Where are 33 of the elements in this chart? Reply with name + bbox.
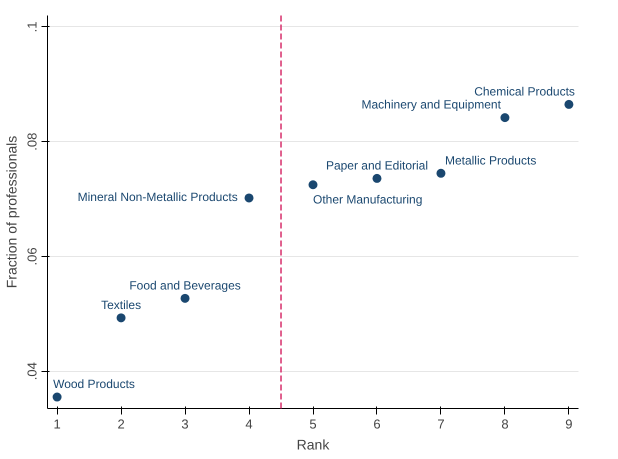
annotation: Mineral Non-Metallic Products — [78, 190, 238, 204]
point — [500, 113, 510, 122]
x-axis-title: Rank — [296, 436, 330, 452]
y-tick-label: .04 — [24, 362, 40, 380]
point — [308, 180, 318, 190]
annotation: Wood Products — [53, 377, 135, 392]
x-tick-label: 6 — [373, 416, 381, 432]
y-tick-label: .1 — [24, 22, 40, 32]
point — [180, 294, 190, 303]
point — [52, 392, 62, 402]
y-tick-label: .06 — [24, 247, 40, 266]
annotation: Food and Beverages — [129, 278, 241, 292]
point — [372, 174, 382, 183]
x-tick-label: 4 — [245, 416, 253, 432]
annotation: Metallic Products — [444, 153, 536, 168]
x-tick-label: 5 — [309, 416, 317, 432]
x-tick-label: 1 — [53, 416, 61, 432]
point — [436, 168, 446, 178]
y-tick-label: .08 — [24, 132, 40, 151]
annotation: Textiles — [101, 298, 142, 312]
x-tick-label: 8 — [501, 416, 509, 432]
x-tick-label: 9 — [565, 416, 573, 432]
point — [244, 193, 254, 202]
y-axis-title: Fraction of professionals — [4, 136, 20, 288]
annotation: Machinery and Equipment — [362, 98, 502, 112]
annotation: Paper and Editorial — [326, 158, 428, 172]
point — [116, 313, 126, 322]
x-tick-label: 2 — [117, 416, 125, 432]
x-tick-label: 7 — [437, 416, 445, 432]
point — [564, 100, 574, 109]
x-tick-label: 3 — [181, 416, 189, 432]
annotation: Other Manufacturing — [313, 192, 422, 207]
annotation: Chemical Products — [474, 84, 575, 98]
